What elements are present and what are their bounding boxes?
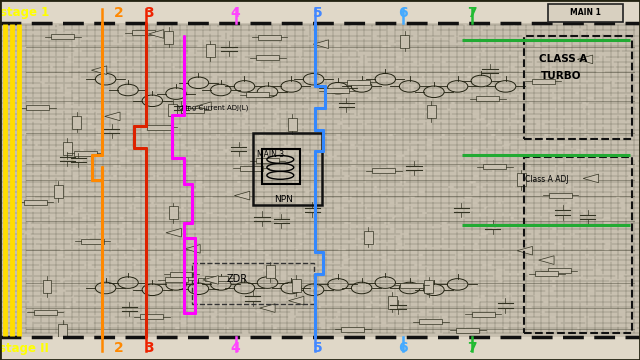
Bar bbox=[164, 31, 173, 44]
Text: 7: 7 bbox=[467, 342, 477, 355]
Text: 4: 4 bbox=[230, 6, 241, 19]
Polygon shape bbox=[203, 276, 218, 284]
Bar bbox=[42, 280, 51, 293]
Bar bbox=[524, 157, 632, 333]
Text: stage 1: stage 1 bbox=[0, 6, 49, 19]
Bar bbox=[206, 44, 215, 57]
Bar bbox=[419, 319, 442, 324]
Bar bbox=[246, 93, 269, 98]
Text: 6: 6 bbox=[397, 342, 408, 355]
Polygon shape bbox=[166, 228, 181, 237]
Text: 6: 6 bbox=[397, 6, 408, 19]
Text: ZDR: ZDR bbox=[226, 274, 248, 284]
Polygon shape bbox=[313, 40, 328, 49]
Bar bbox=[81, 239, 104, 244]
Bar bbox=[170, 272, 193, 277]
Bar bbox=[549, 193, 572, 198]
Text: 7: 7 bbox=[467, 6, 477, 19]
Text: NPN: NPN bbox=[274, 195, 293, 204]
Bar bbox=[472, 312, 495, 317]
Polygon shape bbox=[260, 304, 275, 312]
Text: 2: 2 bbox=[113, 342, 124, 355]
Text: 2: 2 bbox=[113, 6, 124, 19]
Bar bbox=[51, 34, 74, 39]
Polygon shape bbox=[539, 256, 554, 265]
Bar bbox=[388, 296, 397, 309]
Bar bbox=[168, 104, 177, 117]
Text: Idling Current ADJ(L): Idling Current ADJ(L) bbox=[177, 105, 249, 111]
Text: CLASS A: CLASS A bbox=[539, 54, 588, 64]
Bar bbox=[205, 276, 228, 281]
Bar bbox=[524, 36, 632, 139]
Bar bbox=[400, 283, 423, 288]
Bar bbox=[535, 271, 558, 276]
Bar bbox=[192, 263, 314, 304]
Polygon shape bbox=[577, 55, 593, 64]
Bar bbox=[58, 324, 67, 337]
Text: 4: 4 bbox=[230, 342, 241, 355]
Bar bbox=[548, 268, 571, 273]
Bar bbox=[253, 133, 322, 205]
Bar bbox=[164, 277, 188, 282]
Bar bbox=[256, 158, 279, 163]
Bar bbox=[287, 118, 296, 131]
Bar bbox=[326, 89, 349, 94]
Bar bbox=[26, 105, 49, 111]
Bar bbox=[364, 231, 372, 244]
Text: MAIN 1: MAIN 1 bbox=[570, 9, 601, 18]
Polygon shape bbox=[196, 102, 211, 111]
Bar bbox=[147, 125, 170, 130]
Bar bbox=[424, 280, 433, 293]
Bar bbox=[140, 314, 163, 319]
Bar bbox=[24, 200, 47, 205]
Bar bbox=[74, 151, 97, 156]
Bar bbox=[262, 149, 300, 184]
Bar bbox=[258, 35, 281, 40]
Bar bbox=[0, 0, 640, 23]
Bar bbox=[292, 279, 301, 292]
Bar bbox=[400, 35, 409, 48]
Text: 5: 5 bbox=[313, 342, 323, 355]
Bar bbox=[483, 164, 506, 169]
Bar bbox=[63, 142, 72, 155]
Bar bbox=[72, 116, 81, 129]
Polygon shape bbox=[234, 191, 250, 200]
Polygon shape bbox=[148, 30, 164, 38]
Bar bbox=[532, 78, 555, 84]
Text: TURBO: TURBO bbox=[541, 71, 582, 81]
Bar bbox=[180, 108, 204, 113]
Bar bbox=[169, 206, 178, 219]
Text: MAIN 3: MAIN 3 bbox=[257, 150, 284, 159]
Bar bbox=[0, 337, 640, 360]
Text: stage II: stage II bbox=[0, 342, 49, 355]
Bar bbox=[239, 166, 262, 171]
Text: 3: 3 bbox=[143, 342, 154, 355]
Bar bbox=[456, 328, 479, 333]
Bar bbox=[341, 327, 364, 332]
Bar bbox=[132, 30, 155, 35]
Polygon shape bbox=[517, 246, 532, 255]
Text: 3: 3 bbox=[143, 6, 154, 19]
Text: Class A ADJ: Class A ADJ bbox=[525, 175, 569, 184]
Text: 5: 5 bbox=[313, 6, 323, 19]
Bar bbox=[266, 265, 275, 278]
Bar bbox=[54, 185, 63, 198]
Bar bbox=[33, 310, 56, 315]
Bar bbox=[427, 105, 436, 118]
Bar bbox=[476, 96, 499, 102]
Polygon shape bbox=[289, 296, 304, 305]
Bar bbox=[256, 55, 279, 60]
Polygon shape bbox=[92, 66, 107, 75]
Polygon shape bbox=[583, 174, 598, 183]
Polygon shape bbox=[185, 244, 200, 253]
Polygon shape bbox=[105, 112, 120, 121]
Bar bbox=[372, 168, 396, 173]
Bar bbox=[548, 4, 623, 22]
Bar bbox=[516, 173, 525, 186]
Bar bbox=[348, 80, 371, 85]
